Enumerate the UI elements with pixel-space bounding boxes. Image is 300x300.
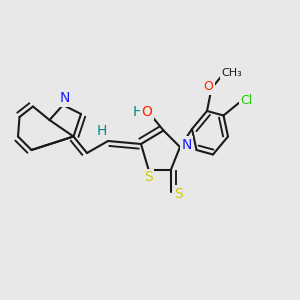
Text: H: H [132,105,142,118]
Text: CH₃: CH₃ [221,68,242,78]
Text: S: S [144,170,153,184]
Text: O: O [204,80,213,94]
Text: S: S [174,187,183,200]
Text: H: H [97,124,107,138]
Text: N: N [182,138,192,152]
Text: O: O [142,105,152,118]
Text: Cl: Cl [241,94,253,107]
Text: N: N [59,92,70,105]
